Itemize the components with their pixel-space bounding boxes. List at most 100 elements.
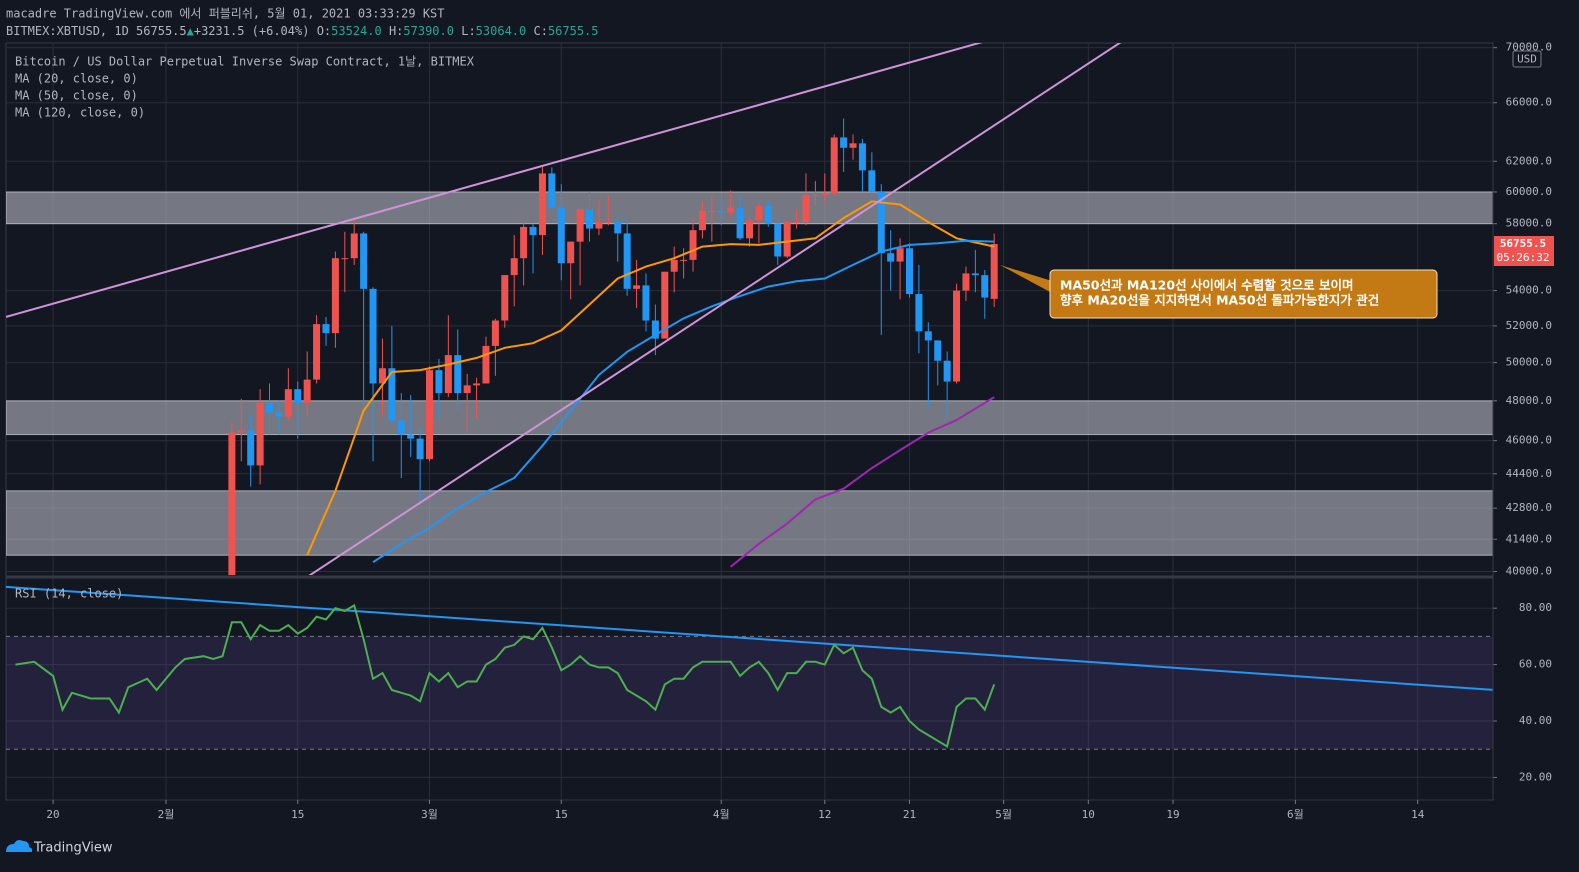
y-tick-label: 70000.0 xyxy=(1506,41,1552,54)
candle-body xyxy=(651,320,659,339)
callout-pointer xyxy=(1000,265,1052,293)
callout-text: 향후 MA20선을 지지하면서 MA50선 돌파가능한지가 관건 xyxy=(1060,293,1379,308)
candle-body xyxy=(887,253,895,262)
candle-body xyxy=(821,193,829,196)
candle-body xyxy=(397,420,405,435)
candle-body xyxy=(463,385,471,394)
candle-body xyxy=(331,258,339,334)
candle-body xyxy=(435,370,443,394)
high-label: H: xyxy=(389,24,403,38)
candle-body xyxy=(802,195,810,223)
candle-body xyxy=(670,259,678,272)
candle-body xyxy=(237,430,245,433)
x-tick-label: 4월 xyxy=(713,808,730,821)
candle-body xyxy=(548,173,556,208)
y-tick-label: 44400.0 xyxy=(1506,467,1552,480)
x-tick-label: 2월 xyxy=(158,808,175,821)
y-tick-label: 41400.0 xyxy=(1506,532,1552,545)
candle-body xyxy=(520,226,528,259)
last-price: 56755.5 xyxy=(1500,237,1546,250)
candle-body xyxy=(228,432,236,575)
candle-body xyxy=(746,220,753,239)
legend-ma120: MA (120, close, 0) xyxy=(15,106,145,120)
candle-body xyxy=(454,355,462,394)
candle-body xyxy=(303,379,311,403)
y-tick-label: 80.00 xyxy=(1519,601,1552,614)
rsi-pane xyxy=(6,585,1493,750)
candle-body xyxy=(830,137,838,194)
candle-body xyxy=(614,222,622,234)
candle-body xyxy=(473,383,481,386)
x-tick-label: 10 xyxy=(1082,808,1095,821)
y-tick-label: 58000.0 xyxy=(1506,217,1552,230)
candle-body xyxy=(971,273,979,276)
candle-body xyxy=(943,360,951,382)
callout-text: MA50선과 MA120선 사이에서 수렴할 것으로 보이며 xyxy=(1060,278,1353,293)
x-tick-label: 14 xyxy=(1411,808,1425,821)
x-tick-label: 6월 xyxy=(1287,808,1304,821)
x-tick-label: 21 xyxy=(903,808,916,821)
candle-body xyxy=(981,275,989,298)
rsi-band xyxy=(6,636,1493,750)
footer: TradingView xyxy=(6,840,113,856)
legend-ma20: MA (20, close, 0) xyxy=(15,72,138,86)
close-value: 56755.5 xyxy=(548,24,599,38)
x-tick-label: 15 xyxy=(291,808,304,821)
candle-body xyxy=(388,368,396,421)
candle-body xyxy=(764,206,772,224)
candle-body xyxy=(407,434,415,439)
low-value: 53064.0 xyxy=(476,24,527,38)
candle-body xyxy=(915,294,923,332)
trend-line xyxy=(6,585,1493,691)
candle-body xyxy=(595,222,603,229)
y-tick-label: 40.00 xyxy=(1519,714,1552,727)
candle-body xyxy=(924,331,932,341)
candle-body xyxy=(247,430,255,466)
candle-body xyxy=(953,290,961,382)
candle-body xyxy=(567,241,575,264)
axis-layer: 70000.0 66000.0 62000.0 60000.0 58000.0 54000… xyxy=(46,41,1554,821)
callout-box xyxy=(1049,269,1438,319)
close-label: C: xyxy=(533,24,547,38)
y-tick-label: 60.00 xyxy=(1519,658,1552,671)
candle-body xyxy=(256,402,264,466)
candle-body xyxy=(378,368,386,384)
candle-body xyxy=(783,222,791,257)
candle-body xyxy=(341,258,349,260)
candle-body xyxy=(557,207,565,264)
candle-body xyxy=(510,258,518,276)
candle-body xyxy=(990,243,998,299)
candle-body xyxy=(426,370,434,460)
candle-body xyxy=(811,195,819,197)
open-value: 53524.0 xyxy=(331,24,382,38)
rsi-line xyxy=(15,603,996,748)
candle-body xyxy=(491,320,499,346)
candle-body xyxy=(576,209,584,242)
candle-body xyxy=(529,226,537,236)
ma-line xyxy=(730,396,995,568)
y-tick-label: 66000.0 xyxy=(1506,96,1552,109)
brand: TradingView xyxy=(33,841,113,856)
legend-title: Bitcoin / US Dollar Perpetual Inverse Sw… xyxy=(15,55,475,69)
y-tick-label: 60000.0 xyxy=(1506,185,1552,198)
candle-body xyxy=(586,209,594,229)
symbol-line: BITMEX:XBTUSD, 1D 56755.5▲+3231.5 (+6.04… xyxy=(6,24,599,38)
candle-body xyxy=(313,324,321,380)
low-label: L: xyxy=(461,24,475,38)
candle-body xyxy=(444,355,452,394)
y-tick-label: 54000.0 xyxy=(1506,284,1552,297)
candle-body xyxy=(661,271,669,339)
currency-box[interactable] xyxy=(1512,50,1542,68)
candle-body xyxy=(275,412,283,417)
candle-body xyxy=(905,248,913,295)
candle-body xyxy=(717,210,725,213)
y-tick-label: 20.00 xyxy=(1519,770,1552,783)
last-price-box xyxy=(1494,235,1554,266)
y-tick-label: 62000.0 xyxy=(1506,154,1552,167)
candle-body xyxy=(934,340,942,361)
candle-body xyxy=(849,143,857,148)
y-tick-label: 42800.0 xyxy=(1506,501,1552,514)
y-tick-label: 50000.0 xyxy=(1506,356,1552,369)
zone xyxy=(6,400,1493,436)
